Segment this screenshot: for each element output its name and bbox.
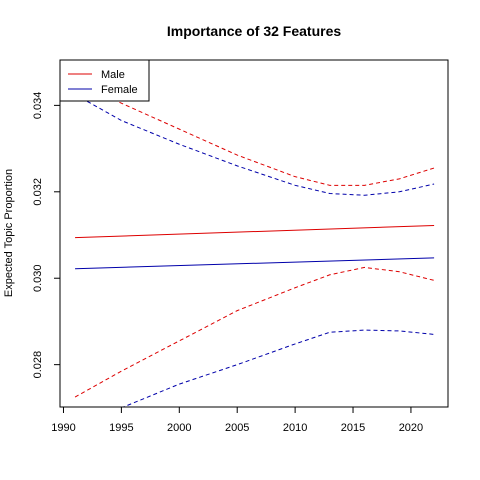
series-layer bbox=[74, 81, 435, 407]
series-line-male-dashed-4 bbox=[74, 266, 435, 398]
y-tick-label-2: 0.032 bbox=[32, 178, 44, 206]
x-tick-label-2020: 2020 bbox=[399, 422, 423, 434]
x-tick-label-2010: 2010 bbox=[283, 422, 307, 434]
series-line-female-dashed-3 bbox=[74, 94, 435, 196]
series-line-male-dashed-2 bbox=[74, 81, 435, 186]
x-tick-label-2015: 2015 bbox=[341, 422, 365, 434]
legend-label-female: Female bbox=[101, 84, 138, 96]
series-line-female-solid-1 bbox=[75, 257, 435, 270]
y-axis-label: Expected Topic Proportion bbox=[3, 169, 15, 297]
plot-frame bbox=[59, 59, 449, 408]
y-tick-label-1: 0.030 bbox=[32, 264, 44, 292]
legend-box bbox=[59, 59, 150, 102]
x-tick-label-2005: 2005 bbox=[225, 422, 249, 434]
chart-title: Importance of 32 Features bbox=[167, 23, 341, 39]
x-tick-label-2000: 2000 bbox=[167, 422, 191, 434]
y-tick-label-0: 0.028 bbox=[32, 351, 44, 379]
x-axis: 1990 1995 2000 2005 2010 2015 2020 bbox=[51, 407, 423, 434]
legend: Male Female bbox=[59, 59, 150, 102]
x-tick-label-1990: 1990 bbox=[51, 422, 75, 434]
y-tick-label-3: 0.034 bbox=[32, 92, 44, 120]
series-line-male-solid-0 bbox=[75, 225, 435, 239]
series-line-female-dashed-5 bbox=[122, 329, 435, 407]
x-tick-label-1995: 1995 bbox=[109, 422, 133, 434]
y-axis: 0.028 0.030 0.032 0.034 bbox=[32, 92, 60, 379]
legend-label-male: Male bbox=[101, 69, 125, 81]
